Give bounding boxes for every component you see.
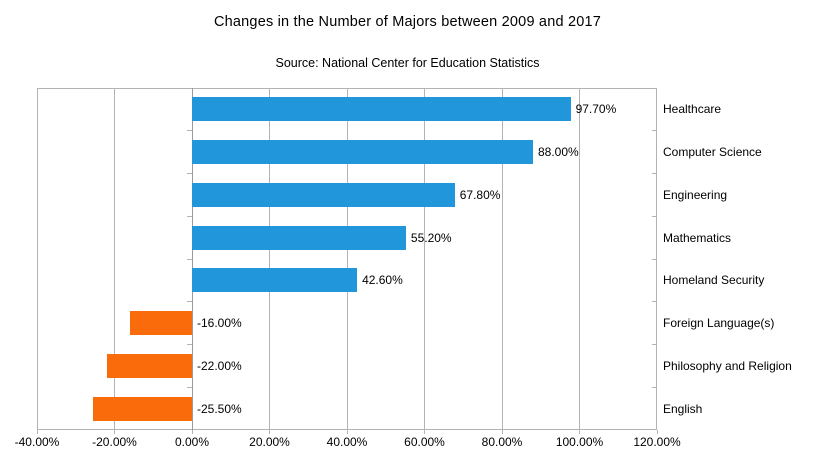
bar-homeland-security [192, 268, 358, 293]
x-axis-tick [579, 430, 580, 434]
gridline [346, 88, 348, 430]
x-axis-tick [424, 430, 425, 434]
bar-value-label: 97.70% [575, 102, 617, 117]
x-axis-label: 80.00% [481, 435, 523, 449]
x-axis-tick [114, 430, 115, 434]
bar-value-label: 88.00% [538, 145, 579, 160]
bar-healthcare [192, 97, 571, 122]
category-tick [187, 386, 192, 388]
zero-axis-line [191, 88, 193, 430]
category-tick [652, 258, 657, 260]
chart-subtitle: Source: National Center for Education St… [275, 56, 540, 70]
category-tick [652, 173, 657, 174]
x-axis-tick [191, 430, 193, 434]
category-tick [187, 258, 192, 260]
category-tick [652, 301, 657, 303]
x-axis-label: 40.00% [326, 435, 368, 449]
category-label: Computer Science [663, 145, 762, 160]
gridline [269, 88, 270, 430]
category-tick [187, 344, 192, 345]
bar-engineering [192, 182, 455, 207]
chart-title: Changes in the Number of Majors between … [213, 14, 602, 30]
bar-value-label: 42.60% [362, 273, 403, 288]
category-label: Philosophy and Religion [663, 358, 792, 373]
x-axis-label: 100.00% [555, 435, 604, 449]
category-tick [187, 173, 192, 174]
category-label: Healthcare [663, 102, 722, 117]
gridline [424, 88, 425, 430]
x-axis-tick [346, 430, 348, 434]
category-tick [652, 344, 657, 345]
category-tick [187, 301, 192, 303]
bar-computer-science [192, 140, 533, 165]
category-tick [652, 130, 657, 132]
bar-value-label: -25.50% [197, 401, 242, 416]
x-axis-label: 120.00% [633, 435, 681, 449]
category-tick [652, 386, 657, 388]
x-axis-tick [656, 430, 658, 434]
x-axis-tick [36, 430, 38, 434]
gridline [579, 88, 580, 430]
bar-philosophy-and-religion [106, 353, 192, 378]
bar-value-label: 55.20% [410, 230, 452, 245]
x-axis-label: 60.00% [404, 435, 445, 449]
bar-english [93, 396, 192, 421]
x-axis-label: 20.00% [249, 435, 290, 449]
category-label: Mathematics [663, 230, 732, 245]
plot-area: 97.70% 88.00% 67.80% 55.20% 42.60% -16.00% -22… [37, 88, 657, 430]
x-axis-tick [269, 430, 270, 434]
bar-foreign-language-s [130, 311, 192, 336]
category-tick [187, 215, 192, 217]
category-tick [652, 215, 657, 217]
gridline [501, 88, 503, 430]
bar-value-label: 67.80% [459, 187, 501, 202]
x-axis-label: 0.00% [174, 435, 210, 449]
x-axis-tick [501, 430, 503, 434]
category-label: Homeland Security [663, 273, 765, 288]
x-axis-label: -40.00% [14, 435, 60, 449]
category-label: Engineering [663, 187, 728, 202]
gridline [114, 88, 115, 430]
bar-mathematics [192, 225, 406, 250]
bar-value-label: -22.00% [197, 358, 242, 373]
x-axis-label: -20.00% [92, 435, 137, 449]
category-tick [187, 130, 192, 132]
category-label: English [663, 401, 703, 416]
bar-value-label: -16.00% [197, 316, 242, 331]
category-label: Foreign Language(s) [663, 316, 775, 331]
